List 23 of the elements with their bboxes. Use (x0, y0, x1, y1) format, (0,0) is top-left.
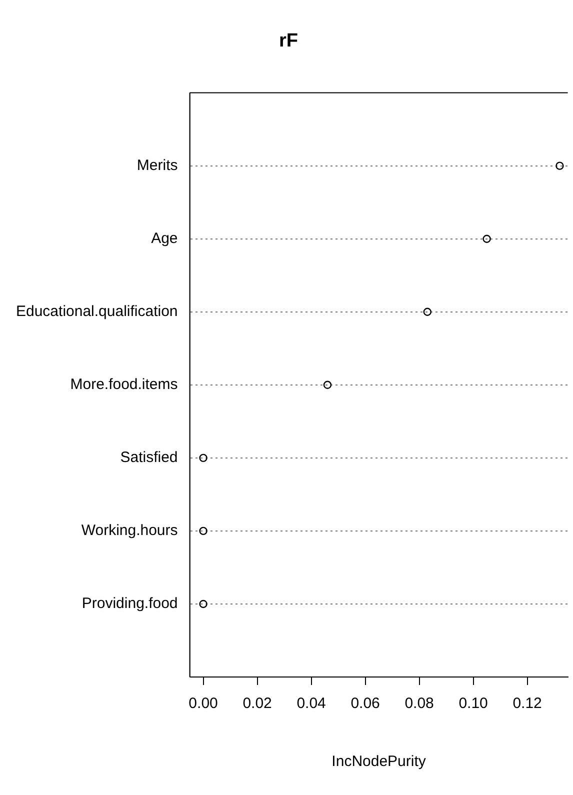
x-tick-label: 0.00 (188, 695, 218, 712)
x-tick-label: 0.04 (296, 695, 326, 712)
point (482, 234, 491, 243)
x-tick-label: 0.06 (350, 695, 380, 712)
point (556, 162, 564, 170)
y-tick-label: Merits (136, 156, 178, 174)
x-tick-label: 0.02 (242, 695, 272, 712)
point (323, 380, 332, 389)
x-tick-label: 0.08 (404, 695, 434, 712)
y-tick-label: Providing.food (82, 595, 178, 612)
x-tick-label: 0.10 (458, 695, 488, 712)
point (199, 526, 208, 536)
y-tick-label: Educational.qualification (16, 303, 178, 320)
y-tick-label: More.food.items (70, 376, 178, 394)
y-tick-label: Satisfied (120, 449, 178, 466)
x-tick-label: 0.12 (512, 695, 542, 712)
y-tick-label: Working.hours (81, 522, 178, 540)
chart-title: rF (279, 30, 298, 52)
x-axis-title: IncNodePurity (332, 753, 426, 770)
point (199, 600, 208, 608)
point (423, 308, 432, 316)
point (199, 454, 208, 462)
y-tick-label: Age (151, 230, 178, 247)
